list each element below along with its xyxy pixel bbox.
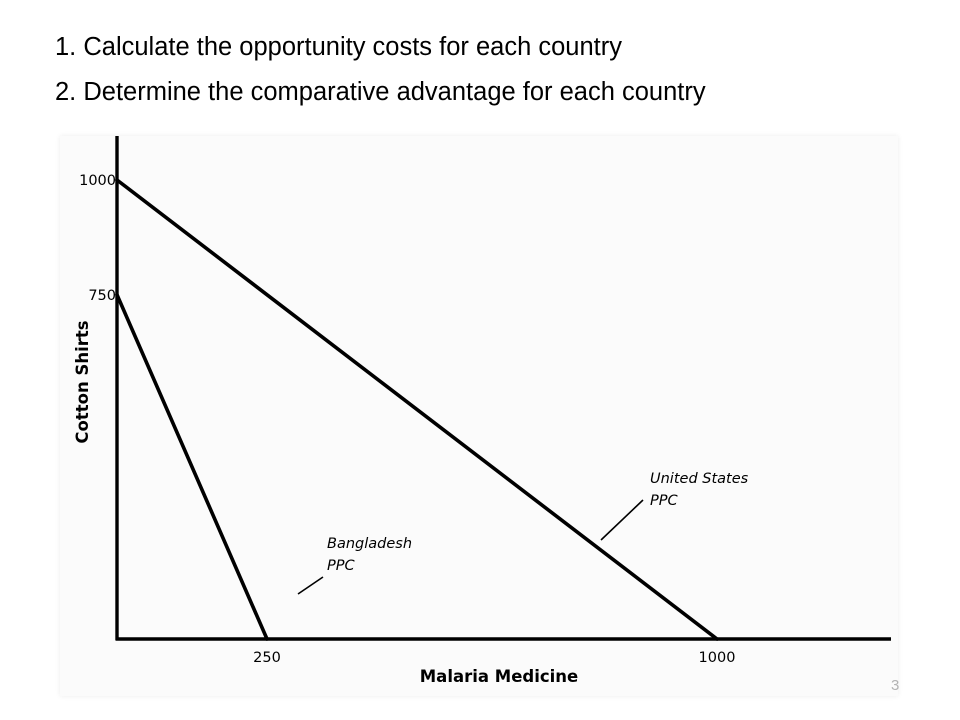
bangladesh-ppc-label-2: PPC — [327, 558, 355, 574]
united-states-ppc-label-2: PPC — [650, 493, 678, 509]
ppc-chart: 1000 750 250 1000 Malaria Medicine Cotto… — [73, 136, 891, 686]
chart-panel: 1000 750 250 1000 Malaria Medicine Cotto… — [60, 136, 898, 696]
y-tick-label-750: 750 — [88, 288, 116, 304]
x-tick-label-1000: 1000 — [699, 650, 736, 666]
x-tick-label-250: 250 — [253, 650, 281, 666]
united-states-ppc-line — [115, 178, 719, 641]
y-tick-label-1000: 1000 — [79, 173, 116, 189]
bangladesh-ppc-line — [115, 292, 269, 641]
x-axis-title: Malaria Medicine — [420, 667, 578, 686]
bangladesh-ppc-label: Bangladesh — [327, 536, 412, 552]
united-states-ppc-label: United States — [650, 471, 749, 487]
y-axis-title: Cotton Shirts — [73, 320, 92, 443]
slide-number: 3 — [891, 677, 900, 694]
united-states-ppc-leader — [600, 499, 644, 541]
task-2-text: 2. Determine the comparative advantage f… — [55, 78, 706, 106]
task-1-text: 1. Calculate the opportunity costs for e… — [55, 33, 622, 61]
bangladesh-ppc-leader — [297, 576, 324, 595]
